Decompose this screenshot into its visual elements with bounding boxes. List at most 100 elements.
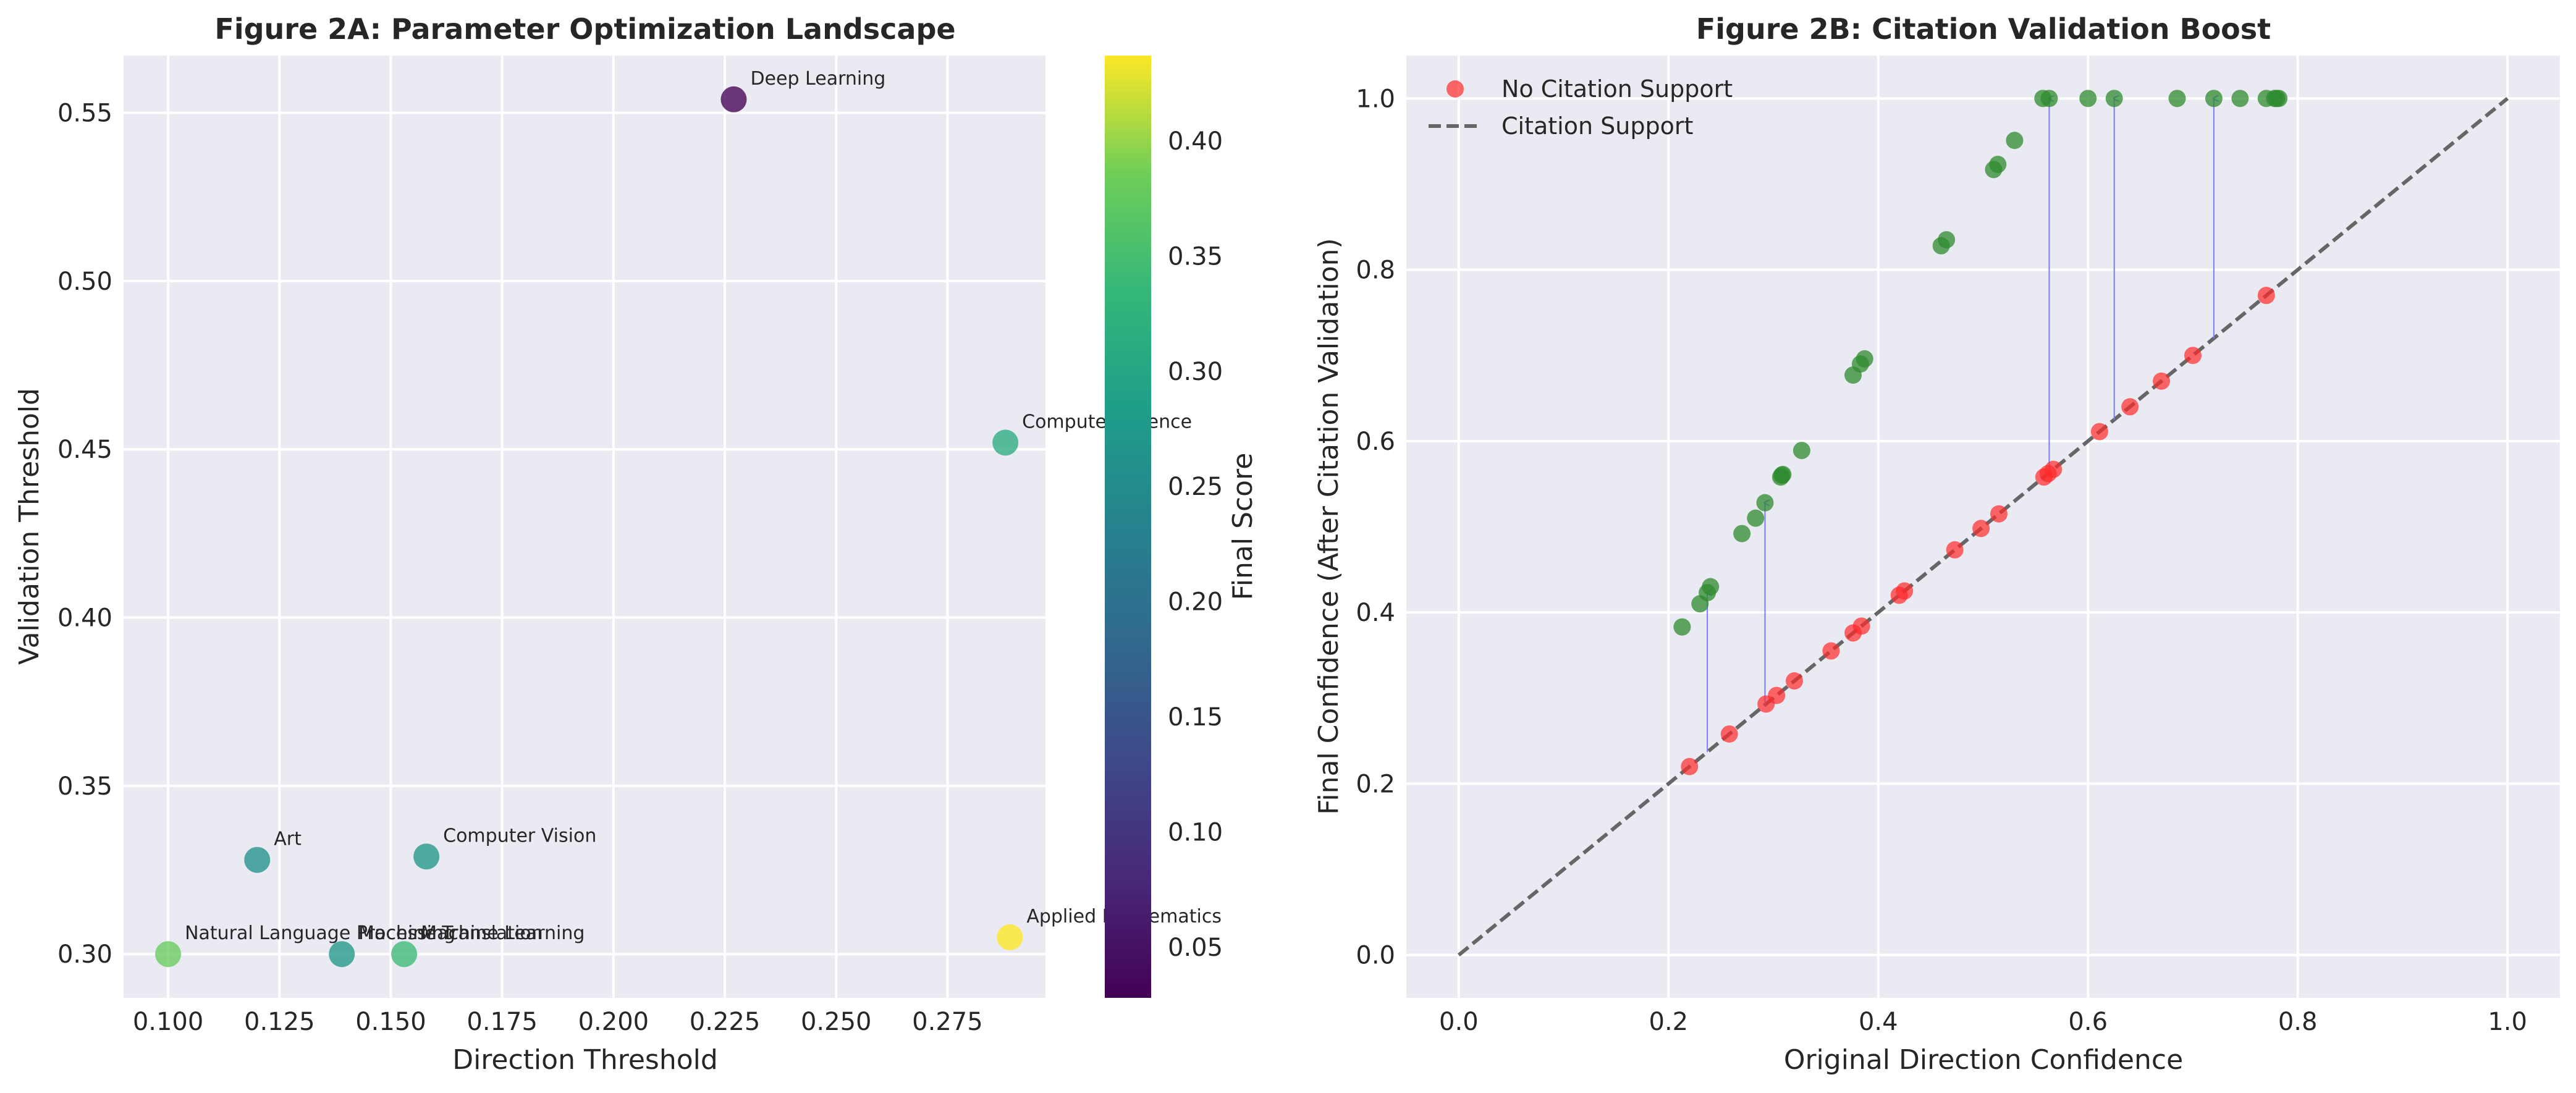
no-citation-point — [1852, 617, 1870, 635]
data-point — [391, 941, 418, 968]
citation-point — [1673, 618, 1691, 636]
citation-point — [1702, 578, 1720, 596]
chart-b-x-label: Original Direction Confidence — [1784, 1044, 2183, 1076]
x-tick-label: 0.150 — [355, 1008, 426, 1036]
y-tick-label: 0.40 — [57, 604, 112, 633]
y-tick-label: 1.0 — [1356, 85, 1395, 113]
citation-point — [1938, 231, 1956, 249]
plot-a-y-ticks: 0.30 0.35 0.40 0.45 0.50 0.55 — [57, 99, 112, 969]
y-tick-label: 0.45 — [57, 436, 112, 464]
y-tick-label: 0.4 — [1356, 599, 1395, 627]
citation-point — [1733, 525, 1751, 542]
y-tick-label: 0.8 — [1356, 256, 1395, 285]
y-tick-label: 0.2 — [1356, 770, 1395, 798]
data-point — [992, 429, 1019, 456]
no-citation-point — [1990, 505, 2008, 523]
legend-label-citation: Citation Support — [1501, 112, 1693, 140]
colorbar-tick-label: 0.05 — [1168, 934, 1223, 962]
no-citation-point — [2090, 423, 2108, 441]
point-annotation: Machine Learning — [421, 922, 585, 944]
colorbar-tick-label: 0.10 — [1168, 819, 1223, 847]
chart-a-y-label: Validation Threshold — [14, 388, 45, 665]
x-tick-label: 0.8 — [2278, 1008, 2318, 1036]
point-annotation: Computer Vision — [443, 825, 596, 846]
colorbar-tick-label: 0.30 — [1168, 358, 1223, 386]
no-citation-point — [1822, 642, 1840, 660]
no-citation-point — [1972, 520, 1990, 538]
citation-point — [2270, 90, 2288, 108]
x-tick-label: 0.100 — [133, 1008, 204, 1036]
citation-points — [1673, 90, 2288, 636]
x-tick-label: 0.6 — [2068, 1008, 2108, 1036]
x-tick-label: 1.0 — [2488, 1008, 2527, 1036]
colorbar — [1105, 56, 1151, 998]
x-tick-label: 0.2 — [1649, 1008, 1689, 1036]
no-citation-point — [1946, 541, 1964, 559]
no-citation-point — [2184, 347, 2202, 365]
citation-point — [2231, 90, 2249, 108]
x-tick-label: 0.200 — [578, 1008, 649, 1036]
panel-a: Figure 2A: Parameter Optimization Landsc… — [14, 12, 1259, 1076]
citation-point — [1989, 156, 2007, 174]
data-point — [997, 924, 1023, 950]
chart-b-y-label: Final Confidence (After Citation Validat… — [1313, 238, 1345, 814]
no-citation-point — [1768, 686, 1786, 704]
plot-a-background — [124, 56, 1045, 998]
chart-b-title: Figure 2B: Citation Validation Boost — [1696, 12, 2271, 46]
panel-b: Figure 2B: Citation Validation Boost 0.0… — [1313, 12, 2560, 1076]
y-tick-label: 0.30 — [57, 940, 112, 969]
data-point — [329, 941, 355, 968]
colorbar-tick-label: 0.15 — [1168, 703, 1223, 732]
y-tick-label: 0.35 — [57, 772, 112, 801]
y-tick-label: 0.55 — [57, 99, 112, 128]
x-tick-label: 0.4 — [1859, 1008, 1898, 1036]
plot-a-grid — [124, 56, 1045, 998]
point-annotation: Art — [274, 829, 302, 850]
x-tick-label: 0.125 — [244, 1008, 315, 1036]
no-citation-point — [1720, 725, 1738, 743]
data-point — [720, 86, 747, 112]
no-citation-point — [1785, 672, 1803, 690]
point-annotation: Machine Translation — [358, 922, 543, 944]
data-point — [244, 846, 271, 873]
legend-red-marker — [1446, 80, 1464, 98]
plot-b-y-ticks: 0.0 0.2 0.4 0.6 0.8 1.0 — [1356, 85, 1395, 969]
citation-point — [2105, 90, 2123, 108]
colorbar-tick-label: 0.40 — [1168, 127, 1223, 156]
citation-point — [2079, 90, 2097, 108]
plot-b-x-ticks: 0.0 0.2 0.4 0.6 0.8 1.0 — [1439, 1008, 2527, 1036]
colorbar-tick-label: 0.35 — [1168, 242, 1223, 271]
no-citation-point — [2153, 372, 2171, 390]
colorbar-label: Final Score — [1227, 453, 1259, 601]
chart-a-title: Figure 2A: Parameter Optimization Landsc… — [214, 12, 955, 46]
colorbar-ticks: 0.05 0.10 0.15 0.20 0.25 0.30 0.35 0.40 — [1168, 127, 1223, 962]
citation-point — [2168, 90, 2186, 108]
legend: No Citation Support Citation Support — [1429, 75, 1733, 140]
boost-arrows — [1707, 98, 2214, 753]
y-tick-label: 0.6 — [1356, 428, 1395, 456]
no-citation-point — [1681, 758, 1699, 775]
chart-a-x-label: Direction Threshold — [452, 1044, 718, 1076]
citation-support-diagonal — [1457, 96, 2509, 957]
no-citation-point — [2257, 287, 2275, 305]
y-tick-label: 0.0 — [1356, 942, 1395, 970]
no-citation-points — [1681, 287, 2275, 775]
citation-point — [2006, 132, 2024, 150]
no-citation-point — [1896, 582, 1914, 600]
x-tick-label: 0.250 — [801, 1008, 872, 1036]
data-point — [155, 941, 182, 968]
x-tick-label: 0.275 — [912, 1008, 983, 1036]
citation-point — [1747, 509, 1765, 527]
plot-a-x-ticks: 0.100 0.125 0.150 0.175 0.200 0.225 0.250 0.275 — [133, 1008, 983, 1036]
x-tick-label: 0.0 — [1439, 1008, 1479, 1036]
point-annotation: Natural Language Processing — [185, 922, 455, 944]
data-point — [413, 843, 440, 870]
diagonal-line — [1457, 96, 2509, 957]
point-annotation: Deep Learning — [750, 68, 885, 90]
y-tick-label: 0.50 — [57, 268, 112, 296]
plot-b-grid — [1406, 56, 2560, 998]
legend-label-no-citation: No Citation Support — [1501, 75, 1733, 103]
no-citation-point — [2121, 398, 2139, 416]
x-tick-label: 0.225 — [690, 1008, 761, 1036]
